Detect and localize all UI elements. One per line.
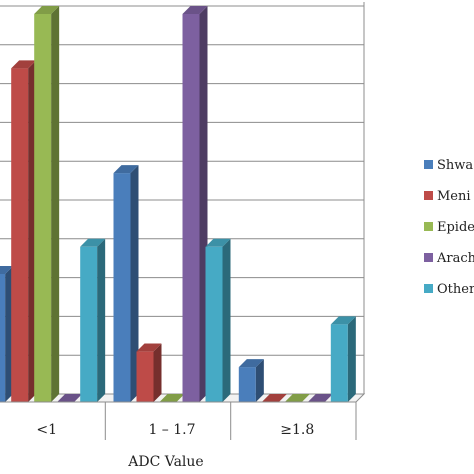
bar-top [57, 394, 83, 402]
bar-front [113, 173, 131, 402]
legend-item: Epide [424, 220, 474, 235]
x-axis: <1 1 – 1.7 ≥1.8 [0, 401, 357, 440]
bar-side [97, 238, 106, 402]
legend-label: Other [437, 282, 474, 297]
bar [0, 265, 14, 402]
legend-item: Shwa [424, 158, 473, 173]
x-tick-label: <1 [36, 422, 57, 438]
legend-item: Other [424, 282, 474, 297]
bar-top [330, 316, 356, 325]
legend-swatch [424, 222, 433, 231]
bar-side [222, 238, 231, 402]
bars [0, 6, 356, 403]
bar-side [28, 60, 37, 402]
legend-label: Shwa [437, 158, 473, 173]
bar-side [153, 343, 162, 402]
bar [182, 6, 208, 402]
bar-top [113, 165, 139, 174]
x-axis-title: ADC Value [127, 454, 203, 470]
bar-front [205, 246, 223, 402]
x-tick-label: ≥1.8 [280, 422, 314, 438]
bar-top [0, 265, 14, 274]
bar-side [130, 165, 139, 402]
legend-item: Meni [424, 189, 471, 204]
bar-front [34, 14, 52, 402]
bar-top [80, 238, 106, 247]
bar [11, 60, 37, 403]
bar-front [11, 68, 29, 403]
legend-label: Epide [437, 220, 474, 235]
legend-item: Arach [424, 251, 474, 266]
bar-top [159, 394, 185, 402]
bar-side [5, 265, 14, 402]
bar [205, 238, 231, 402]
bar-side [51, 6, 60, 402]
bar-top [284, 394, 310, 402]
bar [136, 343, 162, 402]
bar [238, 359, 264, 402]
bar-top [11, 60, 37, 69]
bar-side [347, 316, 356, 402]
bar-side [255, 359, 264, 402]
legend-swatch [424, 160, 433, 169]
bar-top [307, 394, 333, 402]
legend-label: Meni [437, 189, 471, 204]
legend: Shwa Meni Epide Arach Other [424, 158, 474, 297]
legend-swatch [424, 191, 433, 200]
x-tick-label: 1 – 1.7 [148, 422, 195, 438]
bar-top [261, 394, 287, 402]
bar-front [238, 367, 256, 402]
bar-top [238, 359, 264, 368]
legend-label: Arach [436, 251, 474, 266]
bar-front [0, 274, 6, 402]
bar-front [136, 351, 154, 402]
bar-top [205, 238, 231, 247]
bar-front [330, 324, 348, 402]
bar-top [182, 6, 208, 14]
legend-swatch [424, 284, 433, 293]
bar-top [136, 343, 162, 352]
bar [330, 316, 356, 402]
bar-top [34, 6, 60, 14]
bar [34, 6, 60, 402]
bar [80, 238, 106, 402]
bar-front [80, 246, 98, 402]
bar [113, 165, 139, 402]
bar-front [182, 14, 200, 402]
legend-swatch [424, 253, 433, 262]
